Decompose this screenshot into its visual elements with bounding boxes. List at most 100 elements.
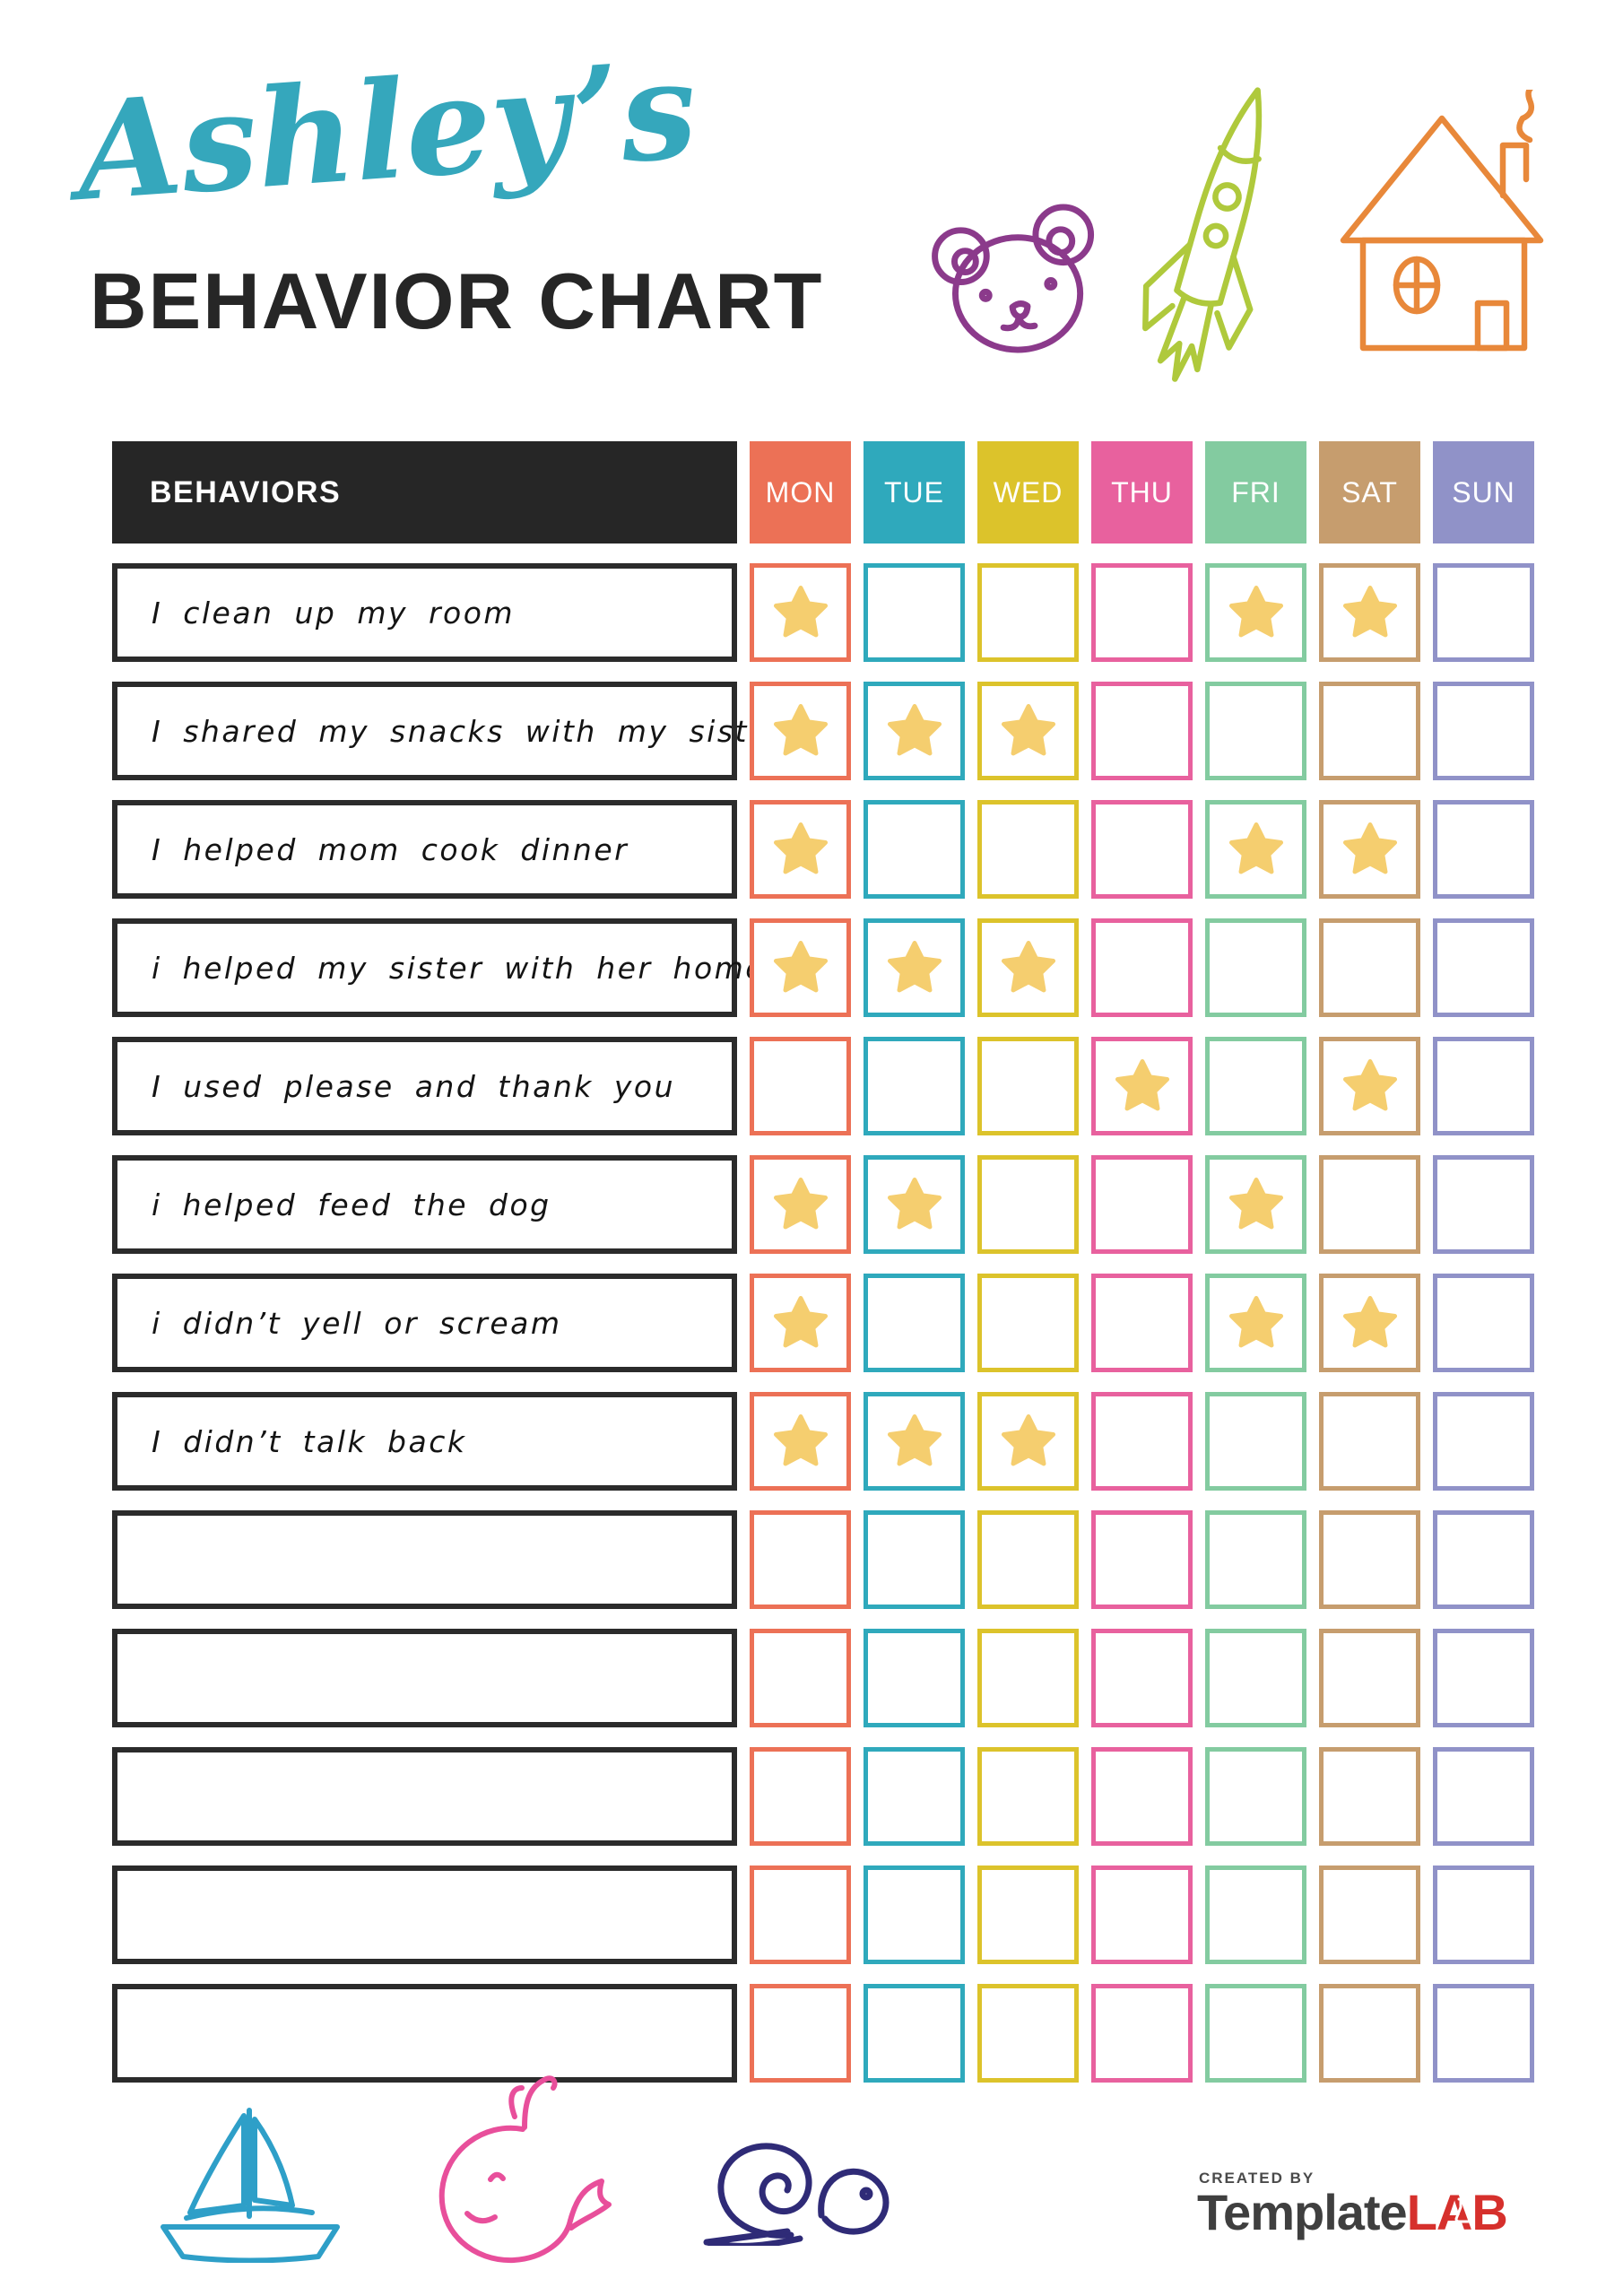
day-cell-tue-row5 — [864, 1037, 965, 1135]
behavior-text: I clean up my room — [152, 595, 516, 631]
behavior-text: i helped my sister with her homework — [152, 950, 846, 986]
day-cell-sun-row10 — [1433, 1629, 1534, 1727]
column-header-wed: WED — [977, 441, 1079, 544]
day-cell-fri-row10 — [1205, 1629, 1306, 1727]
day-cell-mon-row10 — [750, 1629, 851, 1727]
day-cell-mon-row9 — [750, 1510, 851, 1609]
day-cell-sun-row1 — [1433, 563, 1534, 662]
behavior-chart-grid: BEHAVIORS MON TUE WED THU FRI SAT SUN I clean u… — [112, 441, 1534, 2083]
behavior-label-row10 — [112, 1629, 737, 1727]
star-icon — [773, 704, 828, 756]
day-cell-sat-row8 — [1319, 1392, 1420, 1491]
behavior-label-row13 — [112, 1984, 737, 2083]
bear-icon — [925, 201, 1124, 357]
column-header-tue: TUE — [864, 441, 965, 544]
day-cell-thu-row8 — [1091, 1392, 1193, 1491]
templatelab-logo: CREATED BY TemplateLAB — [1197, 2170, 1508, 2240]
day-cell-thu-row4 — [1091, 918, 1193, 1017]
behavior-label-row9 — [112, 1510, 737, 1609]
behavior-label-row8: I didn’t talk back — [112, 1392, 737, 1491]
behavior-label-row7: i didn’t yell or scream — [112, 1274, 737, 1372]
day-cell-sat-row1 — [1319, 563, 1420, 662]
day-cell-mon-row6 — [750, 1155, 851, 1254]
day-cell-fri-row3 — [1205, 800, 1306, 899]
day-cell-mon-row1 — [750, 563, 851, 662]
behavior-label-row5: I used please and thank you — [112, 1037, 737, 1135]
day-cell-tue-row3 — [864, 800, 965, 899]
day-cell-tue-row7 — [864, 1274, 965, 1372]
day-cell-wed-row12 — [977, 1866, 1079, 1964]
behavior-label-row2: I shared my snacks with my sister — [112, 682, 781, 780]
page-title: BEHAVIOR CHART — [90, 257, 824, 345]
day-cell-fri-row4 — [1205, 918, 1306, 1017]
flask-icon — [1454, 2197, 1472, 2223]
whale-icon — [388, 2063, 636, 2264]
day-cell-thu-row13 — [1091, 1984, 1193, 2083]
star-icon — [773, 941, 828, 993]
day-cell-wed-row5 — [977, 1037, 1079, 1135]
day-cell-thu-row1 — [1091, 563, 1193, 662]
day-cell-tue-row12 — [864, 1866, 965, 1964]
star-icon — [1228, 1296, 1283, 1348]
star-icon — [773, 1178, 828, 1230]
column-header-mon: MON — [750, 441, 851, 544]
day-cell-mon-row5 — [750, 1037, 851, 1135]
day-cell-fri-row13 — [1205, 1984, 1306, 2083]
brand-lab-text: LAB — [1406, 2184, 1508, 2240]
star-icon — [1001, 1414, 1055, 1466]
star-icon — [1342, 822, 1397, 874]
behavior-label-row3: I helped mom cook dinner — [112, 800, 737, 899]
behavior-text: I didn’t talk back — [152, 1423, 467, 1459]
star-icon — [773, 586, 828, 638]
day-cell-tue-row11 — [864, 1747, 965, 1846]
day-cell-mon-row3 — [750, 800, 851, 899]
day-cell-wed-row13 — [977, 1984, 1079, 2083]
day-cell-sat-row7 — [1319, 1274, 1420, 1372]
behaviors-column-header: BEHAVIORS — [112, 441, 737, 544]
day-cell-sun-row3 — [1433, 800, 1534, 899]
day-cell-thu-row6 — [1091, 1155, 1193, 1254]
day-cell-wed-row9 — [977, 1510, 1079, 1609]
day-cell-wed-row6 — [977, 1155, 1079, 1254]
day-cell-fri-row6 — [1205, 1155, 1306, 1254]
behavior-text: I shared my snacks with my sister — [152, 713, 784, 749]
day-cell-fri-row9 — [1205, 1510, 1306, 1609]
day-cell-mon-row8 — [750, 1392, 851, 1491]
day-cell-tue-row2 — [864, 682, 965, 780]
day-cell-wed-row7 — [977, 1274, 1079, 1372]
behavior-label-row1: I clean up my room — [112, 563, 737, 662]
day-cell-thu-row2 — [1091, 682, 1193, 780]
day-cell-tue-row9 — [864, 1510, 965, 1609]
day-cell-mon-row12 — [750, 1866, 851, 1964]
star-icon — [1342, 1059, 1397, 1111]
day-cell-mon-row4 — [750, 918, 851, 1017]
day-cell-wed-row2 — [977, 682, 1079, 780]
rocket-icon — [1128, 74, 1304, 398]
star-icon — [887, 1178, 942, 1230]
day-cell-thu-row7 — [1091, 1274, 1193, 1372]
day-cell-tue-row8 — [864, 1392, 965, 1491]
day-cell-sat-row10 — [1319, 1629, 1420, 1727]
day-cell-wed-row3 — [977, 800, 1079, 899]
day-cell-sat-row4 — [1319, 918, 1420, 1017]
day-cell-fri-row1 — [1205, 563, 1306, 662]
column-header-sun: SUN — [1433, 441, 1534, 544]
day-cell-sat-row5 — [1319, 1037, 1420, 1135]
day-cell-wed-row4 — [977, 918, 1079, 1017]
star-icon — [773, 1296, 828, 1348]
column-header-fri: FRI — [1205, 441, 1306, 544]
snail-icon — [664, 2109, 906, 2246]
behavior-text: i helped feed the dog — [152, 1187, 551, 1222]
star-icon — [773, 822, 828, 874]
day-cell-sun-row12 — [1433, 1866, 1534, 1964]
sailboat-icon — [135, 2103, 353, 2263]
created-by-label: CREATED BY — [1199, 2170, 1315, 2187]
behavior-label-row6: i helped feed the dog — [112, 1155, 737, 1254]
day-cell-thu-row5 — [1091, 1037, 1193, 1135]
day-cell-fri-row8 — [1205, 1392, 1306, 1491]
day-cell-mon-row13 — [750, 1984, 851, 2083]
owner-name-title: Ashley’s — [72, 30, 702, 231]
day-cell-sun-row5 — [1433, 1037, 1534, 1135]
day-cell-sun-row6 — [1433, 1155, 1534, 1254]
star-icon — [1342, 1296, 1397, 1348]
